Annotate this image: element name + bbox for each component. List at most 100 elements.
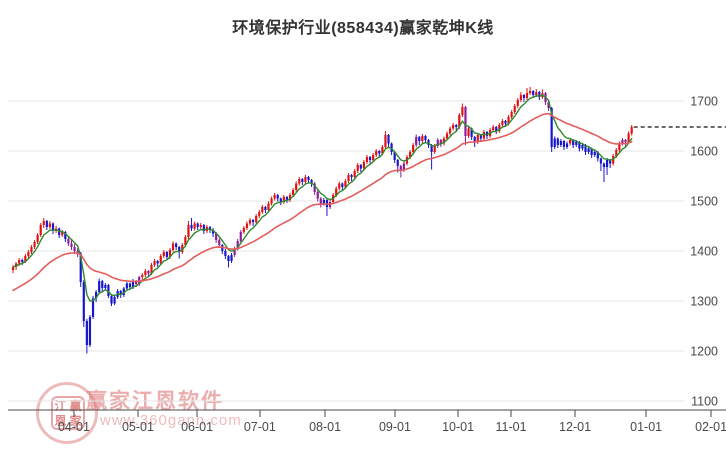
candle-body (150, 265, 153, 274)
seal-char: 恩 (54, 413, 67, 428)
candle-body (516, 100, 519, 106)
candle-body (30, 247, 33, 252)
candle-body (291, 190, 295, 195)
candle-body (285, 197, 289, 200)
candle-body (184, 237, 187, 245)
candle-body (165, 252, 168, 257)
watermark-url-text: www.360gann.com (100, 412, 242, 429)
candle-body (196, 223, 199, 227)
candle-body (122, 288, 125, 295)
candle-body (27, 252, 30, 256)
watermark-seal-grid: 江 赢 恩 家 (51, 396, 85, 430)
candle-body (304, 177, 307, 182)
candle-body (455, 125, 458, 127)
candle-body (168, 250, 172, 257)
candle-body (101, 281, 104, 288)
candle-body (338, 183, 341, 189)
candle-body (233, 248, 236, 255)
candle-body (356, 165, 359, 171)
candle-body (11, 267, 15, 270)
candle-body (556, 138, 559, 145)
candle-body (627, 133, 630, 142)
candle-body (24, 256, 27, 262)
candle-body (156, 261, 159, 264)
candle-body (399, 166, 402, 170)
candle-body (73, 247, 76, 251)
candle-body (295, 183, 298, 190)
candle-body (584, 145, 587, 152)
candle-body (473, 137, 476, 142)
candle-body (421, 136, 424, 141)
x-axis-label: 12-01 (559, 420, 591, 434)
seal-char: 家 (69, 413, 82, 428)
seal-char: 江 (54, 398, 67, 413)
candle-body (609, 160, 612, 164)
candle-body (202, 225, 205, 231)
candle-body (110, 296, 113, 304)
candle-body (48, 223, 52, 227)
candle-body (470, 128, 473, 137)
candle-body (412, 145, 415, 152)
y-axis-label: 1300 (690, 295, 718, 309)
candle-body (384, 135, 387, 147)
candle-body (535, 92, 538, 95)
candle-body (350, 175, 353, 177)
watermark-logo-seal-icon: 江 赢 恩 家 (36, 382, 98, 444)
candle-body (261, 207, 264, 212)
ma-slow-line (12, 112, 633, 292)
candle-body (91, 298, 95, 317)
candle-body (525, 93, 529, 98)
candle-body (482, 132, 486, 139)
candle-body (141, 275, 144, 277)
candle-body (599, 158, 602, 164)
candle-body (187, 225, 190, 237)
x-axis: 04-01 05-01 06-01 07-01 08-01 09-01 10-01 11-01… (8, 409, 726, 434)
gridlines (8, 100, 684, 402)
candle-body (547, 102, 550, 108)
candle-body (452, 125, 455, 129)
candle-body (224, 251, 227, 256)
candle-body (128, 283, 132, 287)
candle-body (242, 228, 245, 232)
candle-body (381, 147, 384, 154)
candle-body (467, 128, 470, 136)
candle-body (341, 183, 344, 187)
x-axis-label: 08-01 (309, 420, 341, 434)
candle-body (495, 127, 498, 131)
candle-body (504, 121, 507, 124)
candle-body (42, 221, 45, 225)
candle-body (464, 107, 467, 136)
x-axis-label: 06-01 (181, 420, 213, 434)
candle-body (125, 283, 128, 289)
candle-body (615, 150, 618, 156)
candle-body (39, 225, 42, 235)
candle-body (113, 297, 116, 304)
candle-body (498, 125, 501, 131)
candle-body (578, 142, 581, 149)
candle-body (79, 253, 82, 282)
x-axis-label: 04-01 (58, 420, 90, 434)
candle-body (319, 198, 322, 204)
x-axis-label: 05-01 (122, 420, 154, 434)
candle-body (190, 225, 193, 229)
chart-title: 环境保护行业(858434)赢家乾坤K线 (232, 20, 494, 37)
candle-body (390, 143, 393, 152)
candle-body (227, 256, 230, 261)
candle-body (602, 163, 606, 167)
candle-body (347, 175, 350, 181)
x-axis-label: 10-01 (442, 420, 474, 434)
candle-body (310, 180, 313, 184)
candle-body (199, 225, 202, 227)
candle-body (316, 192, 319, 199)
candle-body (248, 220, 252, 224)
candle-body (476, 135, 479, 142)
candle-body (396, 160, 399, 166)
candle-body (501, 121, 504, 125)
candle-body (21, 260, 24, 262)
candles-layer (11, 87, 633, 354)
candle-body (218, 240, 221, 245)
candle-body (529, 91, 532, 93)
candle-body (439, 140, 442, 144)
candle-body (430, 145, 433, 152)
